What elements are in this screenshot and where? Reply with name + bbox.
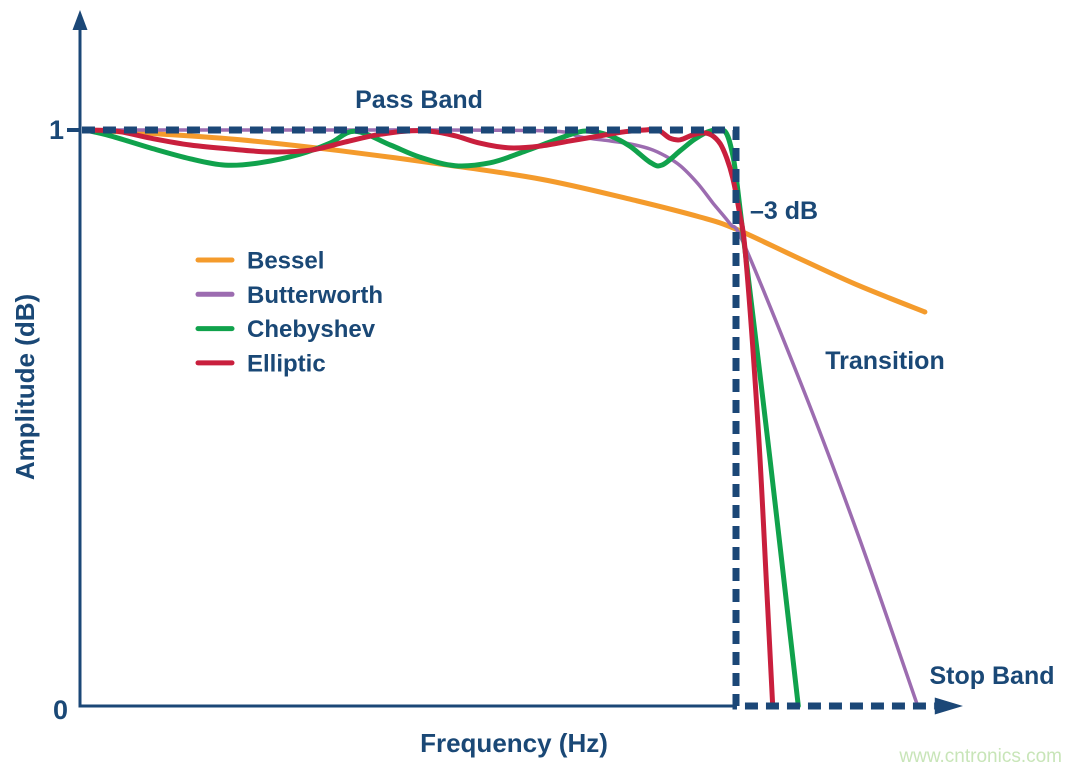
watermark-text: www.cntronics.com (898, 746, 1062, 767)
annotation-transition: Transition (825, 347, 944, 375)
legend-label-butterworth: Butterworth (247, 282, 383, 309)
curve-elliptic (82, 126, 776, 709)
y-axis-arrow-icon (72, 10, 88, 30)
annotation-stop-band: Stop Band (930, 662, 1055, 690)
curve-bessel (82, 127, 928, 315)
legend-label-chebyshev: Chebyshev (247, 316, 376, 343)
legend-label-bessel: Bessel (247, 248, 324, 275)
legend-label-elliptic: Elliptic (247, 350, 326, 377)
y-tick-label-0: 0 (53, 695, 68, 725)
x-axis-label: Frequency (Hz) (420, 728, 608, 758)
y-tick-label-1: 1 (49, 115, 64, 145)
ideal-response-dashed-line (81, 126, 935, 710)
y-axis-label: Amplitude (dB) (10, 294, 40, 480)
annotation-pass-band: Pass Band (355, 86, 483, 114)
annotation-minus-3db: –3 dB (750, 197, 818, 225)
x-axis-arrow-icon (934, 697, 963, 715)
